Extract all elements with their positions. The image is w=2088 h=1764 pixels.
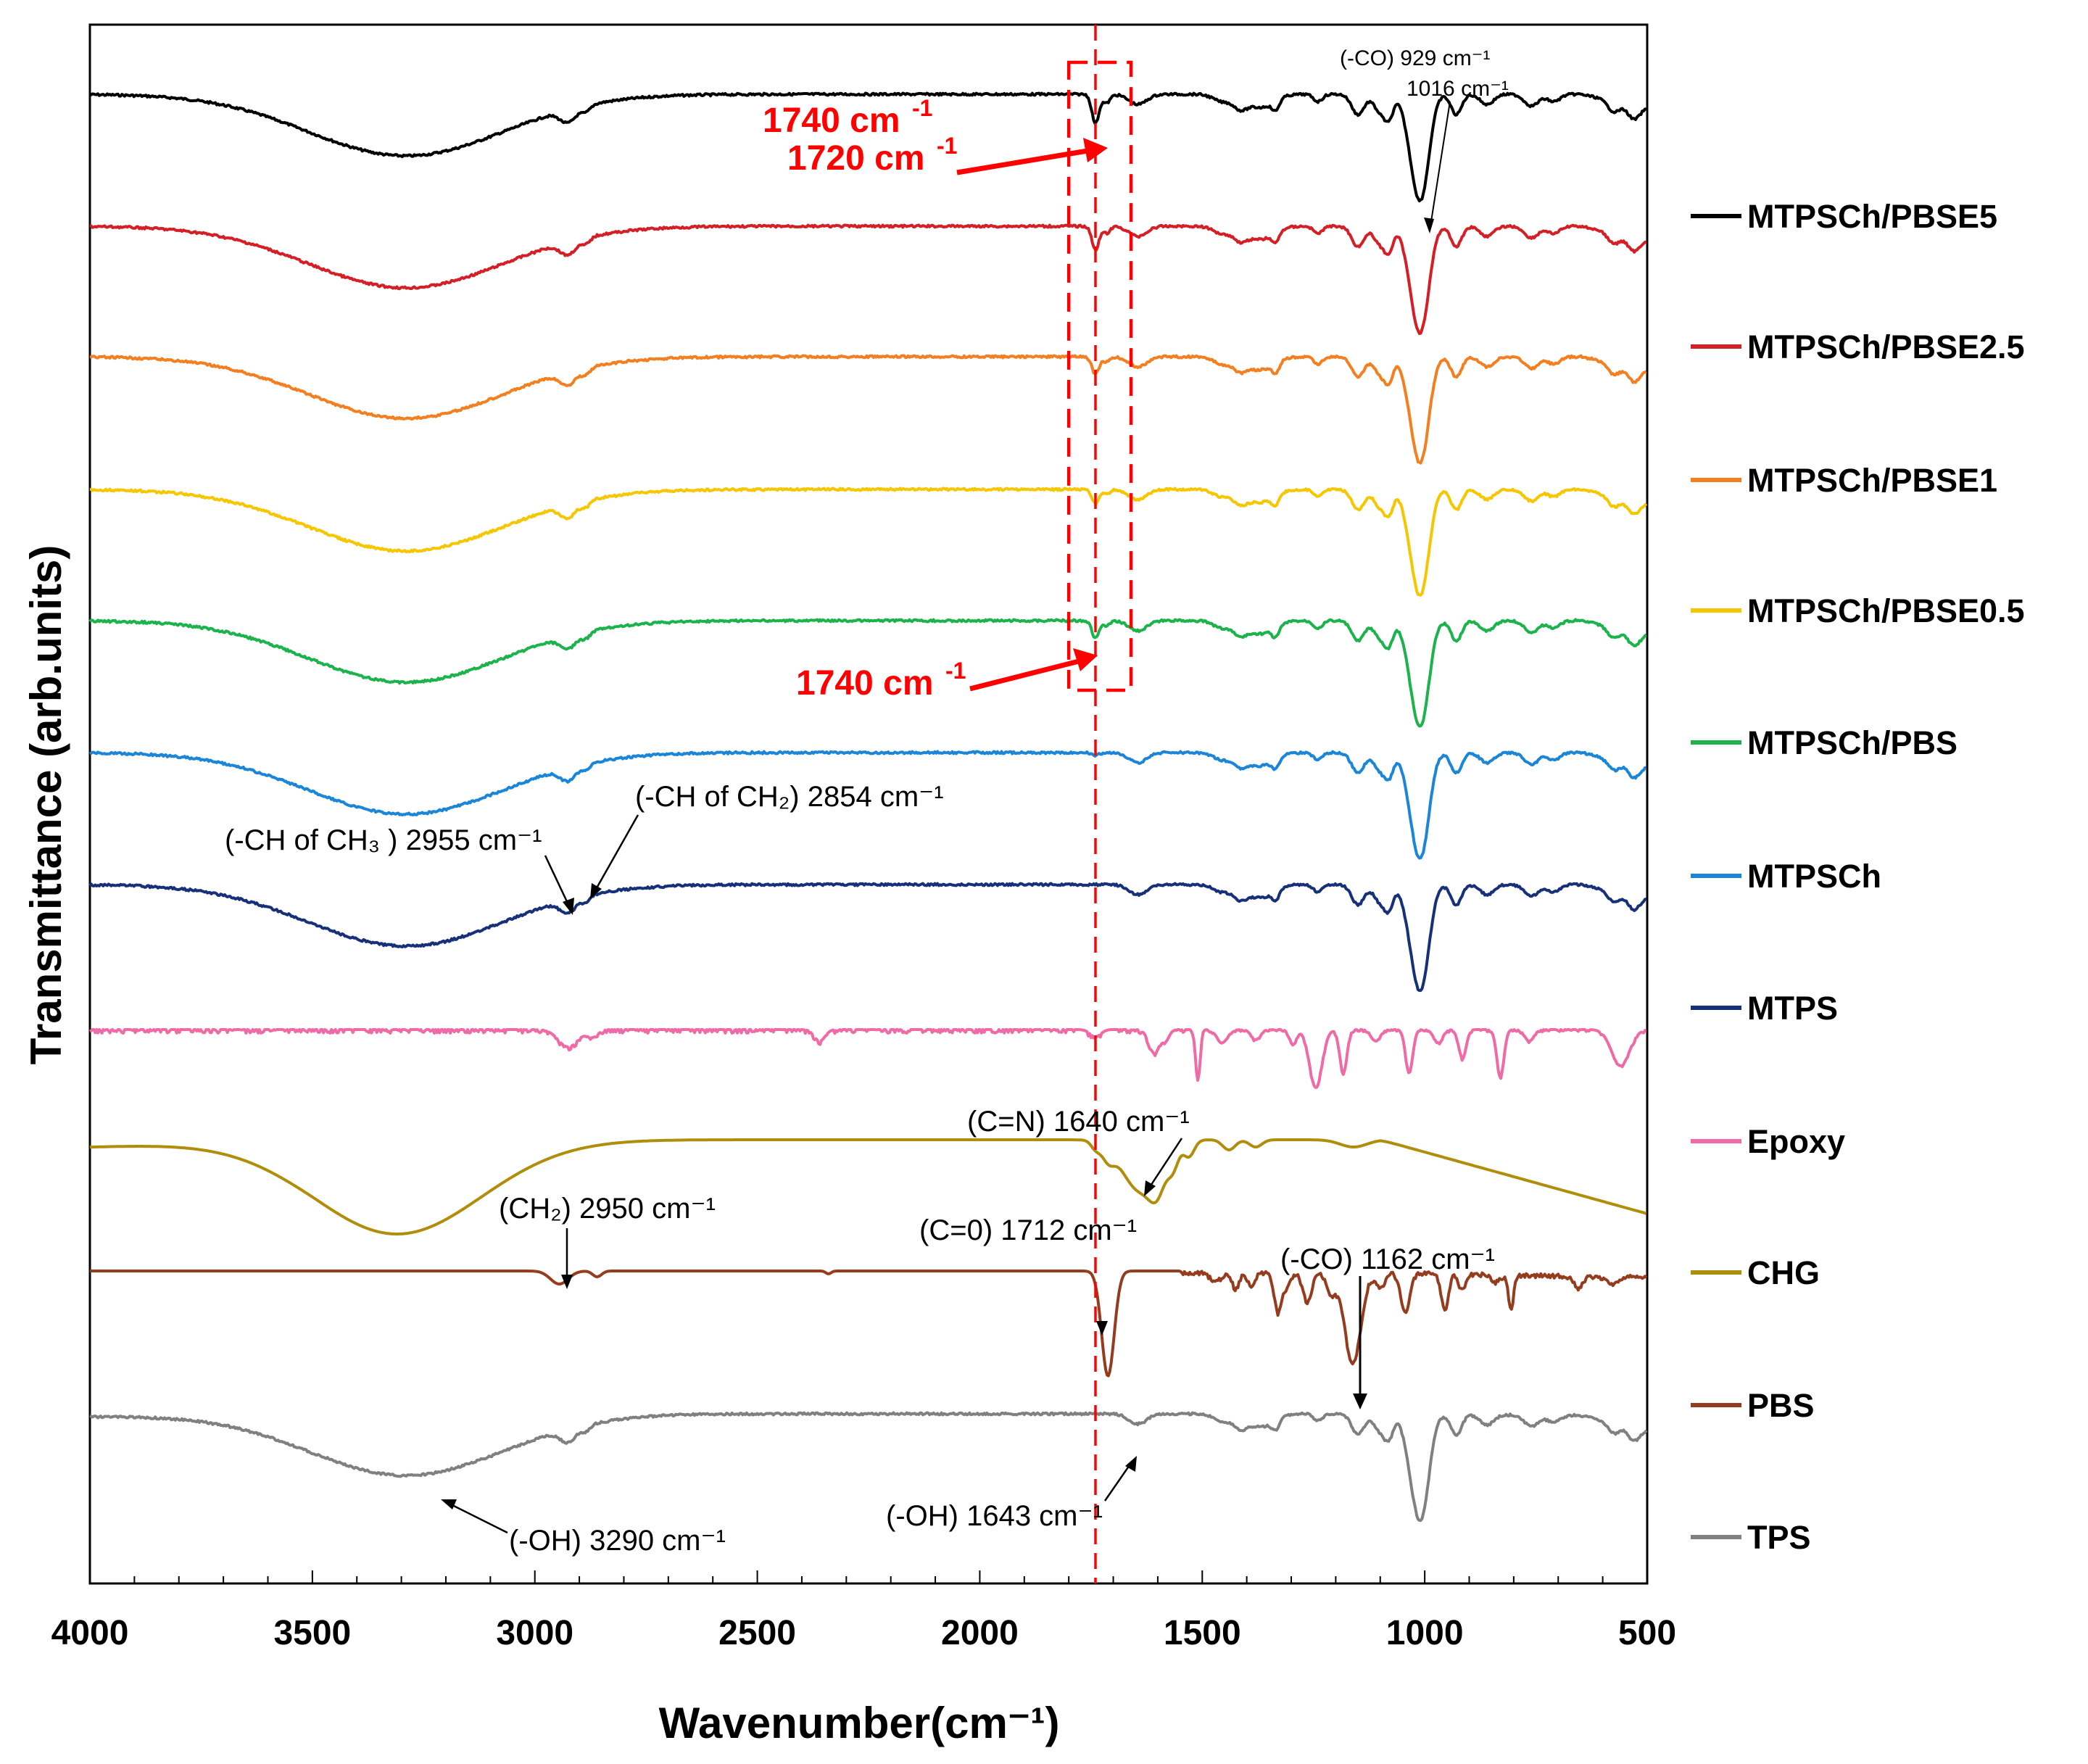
annotation-arrow-ch3 xyxy=(544,855,571,908)
annotation-arrowhead-ch3 xyxy=(563,898,574,915)
annotation-arrow-ch2 xyxy=(593,814,639,893)
annotation-red-arrowhead-top xyxy=(1083,138,1108,162)
series-line xyxy=(89,354,1647,465)
x-tick-label: 2000 xyxy=(941,1614,1019,1652)
series-line xyxy=(89,223,1646,336)
annotation-arrow-cn xyxy=(1147,1138,1183,1190)
annotation-red-arrow-mid xyxy=(969,658,1080,692)
series-line xyxy=(89,1028,1646,1089)
legend-label: Epoxy xyxy=(1747,1123,1845,1160)
annotation-co-1016: 1016 cm⁻¹ xyxy=(1406,77,1509,101)
legend-label: MTPSCh/PBSE5 xyxy=(1747,198,1997,235)
annotation-red-1740-mid-sup: -1 xyxy=(945,658,966,684)
annotation-cn: (C=N) 1640 cm⁻¹ xyxy=(967,1106,1190,1138)
annotation-arrowhead-cn xyxy=(1144,1180,1156,1196)
annotation-ch2-2950: (CH₂) 2950 cm⁻¹ xyxy=(499,1193,716,1225)
spectra-lines xyxy=(88,91,1648,1523)
series-line xyxy=(89,91,1646,203)
y-axis-title: Transmittance (arb.units) xyxy=(22,545,70,1065)
series-line xyxy=(89,486,1648,597)
annotation-oh-3290: (-OH) 3290 cm⁻¹ xyxy=(509,1525,726,1557)
legend-label: MTPS xyxy=(1747,990,1838,1027)
legend-label: PBS xyxy=(1747,1387,1815,1424)
annotation-arrowhead-ch2 xyxy=(590,883,602,899)
annotation-red-1720-top-sup: -1 xyxy=(937,133,957,159)
x-major-ticks xyxy=(89,1570,1648,1583)
series-line xyxy=(89,1138,1647,1235)
annotation-co-1162: (-CO) 1162 cm⁻¹ xyxy=(1280,1243,1495,1275)
x-minor-ticks xyxy=(133,1576,1604,1583)
annotation-arrowhead-oh-3290 xyxy=(441,1499,457,1510)
annotation-ch2: (-CH of CH₂) 2854 cm⁻¹ xyxy=(635,781,944,813)
annotation-red-1740-top-sup: -1 xyxy=(912,95,932,121)
annotation-red-1720-top: 1720 cm xyxy=(787,139,925,178)
annotation-arrow-co-1016 xyxy=(1429,101,1451,231)
annotations: (-CO) 929 cm⁻¹ 1016 cm⁻¹ 1740 cm -1 1720… xyxy=(225,46,1509,1557)
legend-label: MTPSCh/PBSE2.5 xyxy=(1747,328,2025,365)
x-tick-label: 3000 xyxy=(496,1614,573,1652)
annotation-arrowhead-co-1162 xyxy=(1353,1394,1367,1409)
annotation-arrowhead-ch2-2950 xyxy=(561,1275,573,1289)
series-line xyxy=(89,1270,1648,1378)
x-tick-label: 1000 xyxy=(1386,1614,1464,1652)
legend-label: MTPSCh xyxy=(1747,858,1881,895)
series-line xyxy=(89,750,1647,860)
annotation-red-arrow-top xyxy=(956,148,1088,175)
legend-label: MTPSCh/PBSE0.5 xyxy=(1747,592,2025,629)
legend-label: CHG xyxy=(1747,1254,1820,1291)
x-axis-title: Wavenumber(cm⁻¹) xyxy=(659,1699,1060,1747)
x-tick-label: 1500 xyxy=(1164,1614,1241,1652)
annotation-red-1740-top: 1740 cm xyxy=(763,102,900,140)
annotation-ch3: (-CH of CH₃ ) 2955 cm⁻¹ xyxy=(225,824,542,856)
x-tick-label: 2500 xyxy=(718,1614,796,1652)
plot-frame xyxy=(88,23,1649,1585)
legend-label: MTPSCh/PBS xyxy=(1747,724,1958,761)
legend-label: MTPSCh/PBSE1 xyxy=(1747,462,1997,499)
annotation-oh-1643: (-OH) 1643 cm⁻¹ xyxy=(886,1500,1103,1532)
x-tick-label: 500 xyxy=(1618,1614,1676,1652)
annotation-arrowhead-co-1016 xyxy=(1424,218,1434,233)
annotation-arrow-oh-3290 xyxy=(449,1502,508,1534)
x-tick-label: 3500 xyxy=(273,1614,351,1652)
x-tick-label: 4000 xyxy=(51,1614,129,1652)
x-tick-labels: 4000 3500 3000 2500 2000 1500 1000 500 xyxy=(51,1614,1676,1652)
annotation-arrow-oh-1643 xyxy=(1103,1462,1132,1502)
highlight-box xyxy=(1066,60,1133,692)
series-line xyxy=(88,882,1647,993)
annotation-co-1712: (C=0) 1712 cm⁻¹ xyxy=(919,1214,1137,1246)
annotation-red-arrowhead-mid xyxy=(1073,648,1098,671)
annotation-arrowhead-co-1712 xyxy=(1096,1321,1108,1336)
series-line xyxy=(89,1411,1648,1523)
annotation-red-1740-mid: 1740 cm xyxy=(796,664,934,703)
legend: MTPSCh/PBSE5 MTPSCh/PBSE2.5 MTPSCh/PBSE1 MT… xyxy=(1691,198,2025,1556)
legend-label: TPS xyxy=(1747,1519,1811,1556)
annotation-arrowhead-oh-1643 xyxy=(1125,1456,1137,1472)
series-line xyxy=(88,618,1647,728)
annotation-co-929: (-CO) 929 cm⁻¹ xyxy=(1340,46,1491,70)
